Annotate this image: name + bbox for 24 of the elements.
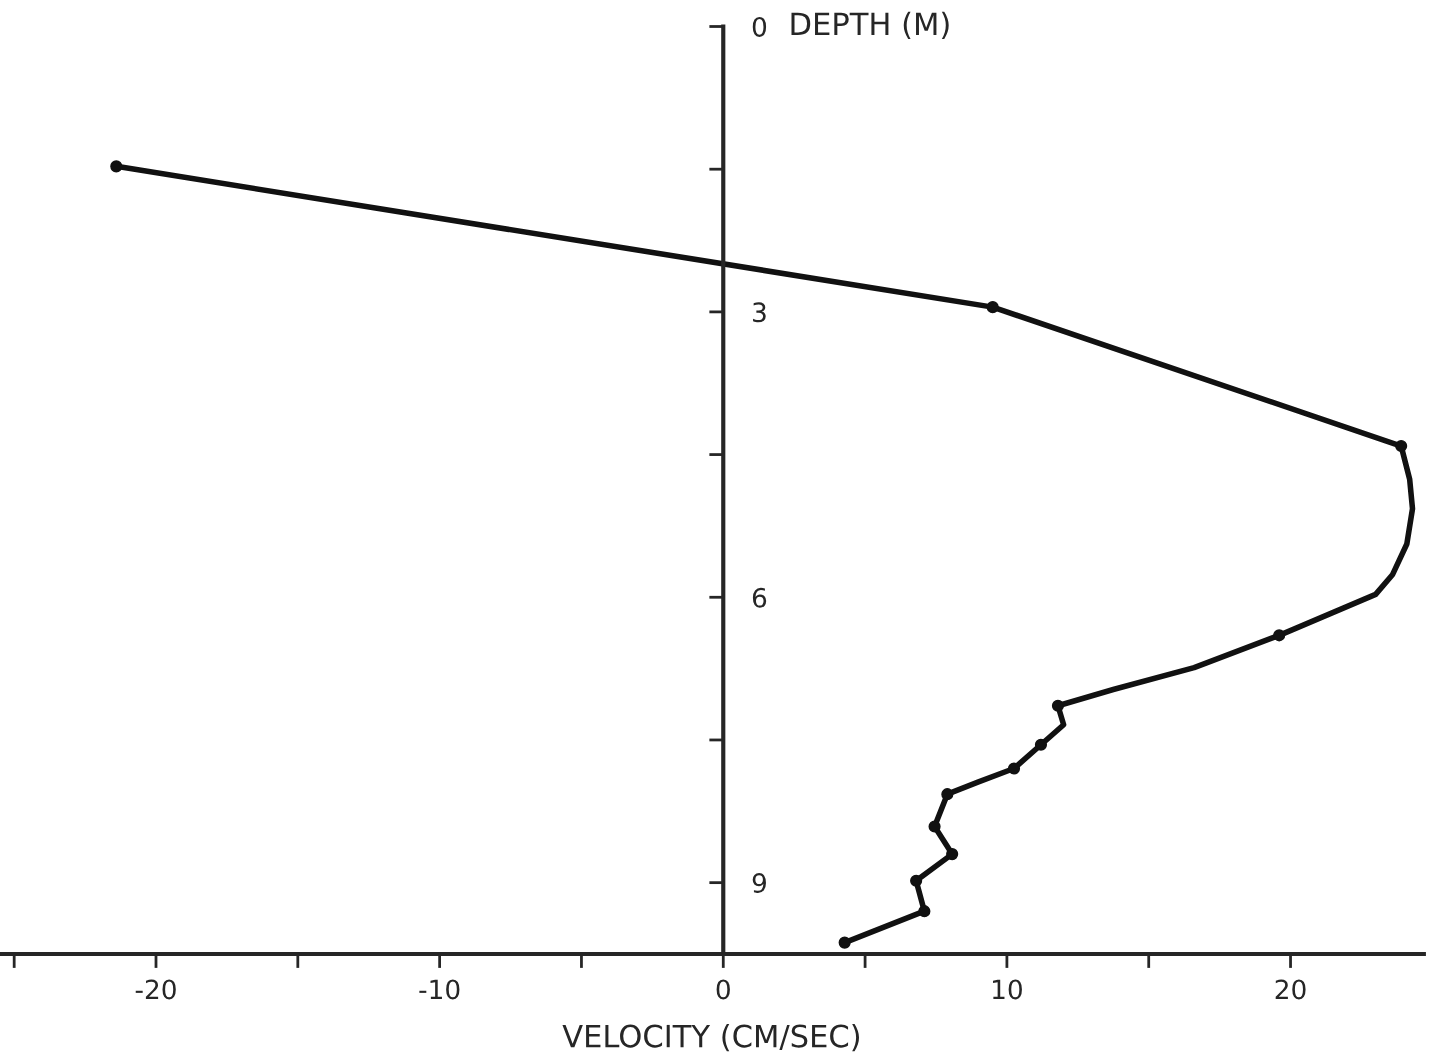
x-tick-label: -10: [419, 979, 460, 1000]
point: [946, 848, 959, 861]
point: [1051, 699, 1065, 712]
point: [928, 820, 941, 833]
point: [838, 936, 851, 949]
point: [1007, 762, 1021, 775]
y-tick-label: 9: [752, 873, 766, 894]
y-tick-label: 6: [752, 587, 767, 608]
y-tick-label: 0: [752, 16, 767, 37]
point: [918, 905, 931, 918]
point: [110, 160, 123, 173]
point: [941, 788, 954, 801]
x-axis-title: VELOCITY (CM/SEC): [562, 1024, 860, 1052]
x-tick-label: 10: [993, 979, 1022, 1000]
x-tick-label: 20: [1275, 979, 1306, 1000]
point: [1395, 439, 1408, 453]
x-tick-label: 0: [716, 979, 730, 1000]
point: [910, 874, 923, 887]
x-tick-label: -20: [135, 979, 176, 1000]
point: [986, 301, 999, 314]
y-axis-title: DEPTH (M): [791, 11, 949, 39]
point: [1034, 738, 1048, 751]
y-tick-label: 3: [753, 302, 766, 323]
point: [1273, 629, 1286, 642]
